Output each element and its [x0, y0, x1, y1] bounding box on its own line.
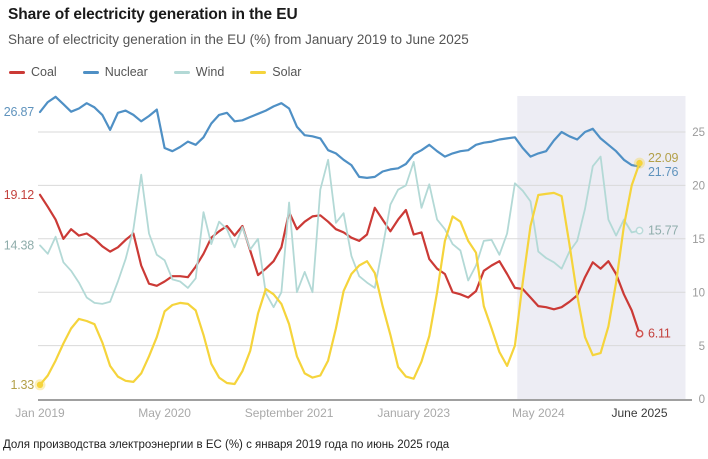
marker-dot-solar: [636, 159, 643, 167]
legend-item-nuclear: Nuclear: [82, 65, 148, 79]
start-value-label-wind: 14.38: [4, 238, 35, 252]
y-axis-tick-10: 10: [692, 287, 705, 299]
legend-swatch-coal: [9, 70, 25, 74]
end-value-label-wind: 15.77: [648, 224, 679, 238]
highlight-period-region: [517, 96, 686, 400]
legend-label-nuclear: Nuclear: [104, 65, 148, 79]
series-line-wind: [39, 155, 641, 309]
series-line-solar: [38, 162, 641, 386]
legend-swatch-wind: [173, 70, 190, 74]
series-line-nuclear: [38, 95, 641, 179]
y-axis-tick-0: 0: [699, 394, 705, 406]
y-axis-tick-5: 5: [699, 341, 705, 353]
page-title: Share of electricity generation in the E…: [8, 6, 298, 23]
footer-note: Доля производства электроэнергии в ЕС (%…: [3, 439, 450, 451]
x-axis-tick: Jan 2019: [15, 406, 65, 420]
y-axis-tick-20: 20: [692, 181, 705, 193]
series-line-coal: [38, 193, 641, 335]
end-value-label-solar: 22.09: [648, 151, 679, 165]
legend-swatch-nuclear: [82, 70, 99, 74]
end-value-label-coal: 6.11: [648, 327, 671, 341]
legend-item-coal: Coal: [9, 65, 57, 79]
marker-ring-wind: [635, 226, 644, 235]
end-value-label-nuclear: 21.76: [648, 165, 679, 179]
legend-label-coal: Coal: [31, 65, 57, 79]
legend-item-wind: Wind: [173, 65, 225, 79]
y-axis-tick-25: 25: [692, 127, 705, 139]
start-value-label-coal: 19.12: [4, 188, 35, 202]
x-axis-tick: May 2024: [512, 406, 565, 420]
marker-ring-coal: [635, 329, 644, 338]
legend-label-solar: Solar: [272, 65, 302, 79]
legend-label-wind: Wind: [195, 65, 225, 79]
legend-item-solar: Solar: [250, 65, 301, 79]
legend: Coal Nuclear Wind Solar: [9, 65, 301, 79]
x-axis-tick: June 2025: [611, 406, 667, 420]
y-axis-tick-15: 15: [692, 234, 705, 246]
start-value-label-solar: 1.33: [10, 378, 34, 392]
x-axis-tick: January 2023: [377, 406, 450, 420]
page-subtitle: Share of electricity generation in the E…: [8, 32, 469, 47]
x-axis-tick: May 2020: [138, 406, 191, 420]
x-axis-tick: September 2021: [245, 406, 334, 420]
marker-dot-solar: [36, 381, 44, 388]
start-value-label-nuclear: 26.87: [4, 105, 35, 119]
legend-swatch-solar: [250, 70, 267, 74]
